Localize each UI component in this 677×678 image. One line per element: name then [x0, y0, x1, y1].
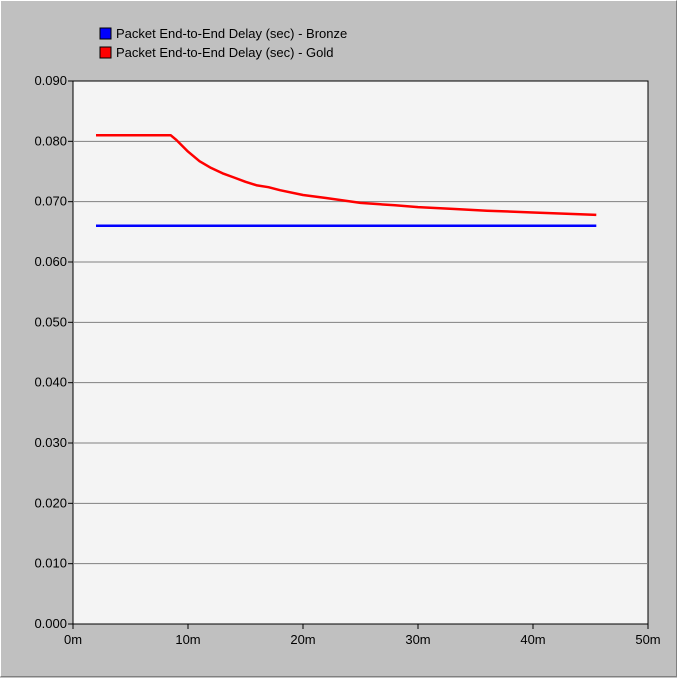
- series-lines: [96, 134, 597, 228]
- legend-swatch-gold: [99, 46, 112, 59]
- y-tick-label-0: 0.000: [34, 616, 67, 631]
- y-tick-label-1: 0.010: [34, 556, 67, 571]
- legend-swatch-bronze: [99, 27, 112, 40]
- x-tick-label-1: 10m: [175, 632, 200, 647]
- y-tick-label-4: 0.040: [34, 375, 67, 390]
- x-tick-label-0: 0m: [64, 632, 82, 647]
- y-tick-label-8: 0.080: [34, 133, 67, 148]
- legend-label-gold: Packet End-to-End Delay (sec) - Gold: [116, 45, 333, 60]
- series-line-gold: [96, 134, 597, 217]
- grid-lines: [73, 140, 648, 565]
- y-tick-label-2: 0.020: [34, 495, 67, 510]
- x-tick-label-3: 30m: [405, 632, 430, 647]
- y-tick-label-6: 0.060: [34, 254, 67, 269]
- x-tick-label-4: 40m: [520, 632, 545, 647]
- x-tick-label-2: 20m: [290, 632, 315, 647]
- y-tick-label-7: 0.070: [34, 194, 67, 209]
- y-tick-label-5: 0.050: [34, 314, 67, 329]
- x-tick-label-5: 50m: [635, 632, 660, 647]
- axes: 0.000 0.010 0.020 0.030 0.040 0.050 0.060 0.070…: [34, 73, 660, 647]
- y-tick-label-9: 0.090: [34, 73, 67, 88]
- legend: Packet End-to-End Delay (sec) - Bronze P…: [99, 26, 347, 60]
- legend-label-bronze: Packet End-to-End Delay (sec) - Bronze: [116, 26, 347, 41]
- y-tick-label-3: 0.030: [34, 435, 67, 450]
- plot-area: [72, 80, 649, 625]
